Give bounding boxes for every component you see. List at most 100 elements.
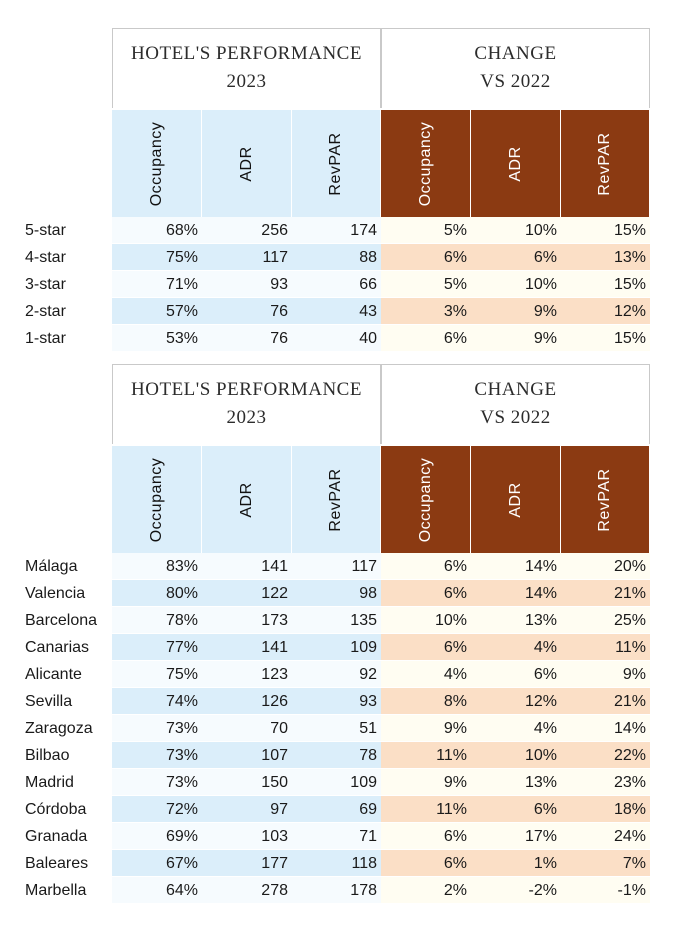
table-body: 5-star 68% 256 174 5% 10% 15% 4-star 75% 117 88 6% 6… [20,217,650,352]
cell-change-adr: 9% [471,298,561,325]
row-divider [112,243,650,244]
cell-revpar: 40 [292,325,381,352]
cell-adr: 126 [202,688,292,715]
performance-header: HOTEL'S PERFORMANCE 2023 [112,364,381,444]
cell-revpar: 66 [292,271,381,298]
col-label: ADR [237,145,255,182]
cell-revpar: 69 [292,796,381,823]
col-revpar: RevPAR [292,446,381,553]
cell-change-adr: -2% [471,877,561,904]
table-header: HOTEL'S PERFORMANCE 2023 CHANGE VS 2022 [20,28,650,110]
cell-change-revpar: 24% [561,823,650,850]
col-label: Occupancy [416,121,434,206]
cell-change-occupancy: 6% [381,244,471,271]
cell-change-occupancy: 4% [381,661,471,688]
row-label: Baleares [25,855,89,872]
row-divider [112,903,650,904]
table-row: 3-star 71% 93 66 5% 10% 15% [20,271,650,298]
row-label: Málaga [25,558,78,575]
performance-year: 2023 [226,407,267,428]
row-label: Sevilla [25,693,73,710]
row-label: Barcelona [25,612,98,629]
cell-change-occupancy: 6% [381,553,471,580]
cell-adr: 173 [202,607,292,634]
cell-change-adr: 12% [471,688,561,715]
cell-revpar: 118 [292,850,381,877]
row-label: Granada [25,828,88,845]
row-divider [112,687,650,688]
col-occupancy: Occupancy [112,110,202,217]
col-label: Occupancy [147,121,165,206]
table-row: Marbella 64% 278 178 2% -2% -1% [20,877,650,904]
cell-change-occupancy: 11% [381,796,471,823]
cell-occupancy: 53% [112,325,202,352]
row-label: Valencia [25,585,86,602]
cell-change-adr: 17% [471,823,561,850]
row-label: Córdoba [25,801,87,818]
column-headers: Occupancy ADR RevPAR Occupancy ADR RevPA… [20,446,650,553]
cell-change-adr: 6% [471,796,561,823]
col-label: ADR [506,145,524,182]
cell-occupancy: 72% [112,796,202,823]
cell-change-adr: 13% [471,769,561,796]
cell-change-revpar: 23% [561,769,650,796]
row-divider [112,579,650,580]
row-label: 5-star [25,222,66,239]
cell-adr: 93 [202,271,292,298]
cell-change-revpar: 21% [561,580,650,607]
table-row: Valencia 80% 122 98 6% 14% 21% [20,580,650,607]
cell-revpar: 78 [292,742,381,769]
column-headers: Occupancy ADR RevPAR Occupancy ADR RevPA… [20,110,650,217]
cell-adr: 103 [202,823,292,850]
row-label: Marbella [25,882,87,899]
cell-change-adr: 14% [471,580,561,607]
col-change-revpar: RevPAR [561,110,650,217]
row-label: Zaragoza [25,720,93,737]
row-label: 2-star [25,303,66,320]
cell-revpar: 71 [292,823,381,850]
table-row: Madrid 73% 150 109 9% 13% 23% [20,769,650,796]
cell-revpar: 109 [292,769,381,796]
col-revpar: RevPAR [292,110,381,217]
cell-occupancy: 73% [112,715,202,742]
table-row: Bilbao 73% 107 78 11% 10% 22% [20,742,650,769]
cell-change-occupancy: 6% [381,634,471,661]
col-adr: ADR [202,110,292,217]
col-label: RevPAR [596,467,613,532]
cell-change-adr: 6% [471,244,561,271]
cell-change-revpar: 11% [561,634,650,661]
cell-adr: 177 [202,850,292,877]
cell-change-occupancy: 10% [381,607,471,634]
table-row: Granada 69% 103 71 6% 17% 24% [20,823,650,850]
cell-change-occupancy: 6% [381,823,471,850]
col-change-occupancy: Occupancy [381,110,471,217]
cell-revpar: 135 [292,607,381,634]
cell-change-occupancy: 6% [381,580,471,607]
row-label: Canarias [25,639,90,656]
row-divider [112,351,650,352]
row-divider [112,849,650,850]
cell-change-occupancy: 6% [381,850,471,877]
cell-adr: 70 [202,715,292,742]
col-occupancy: Occupancy [112,446,202,553]
cell-revpar: 43 [292,298,381,325]
cell-adr: 141 [202,553,292,580]
cell-occupancy: 77% [112,634,202,661]
row-label: 3-star [25,276,66,293]
cell-change-revpar: 7% [561,850,650,877]
table-row: Baleares 67% 177 118 6% 1% 7% [20,850,650,877]
cell-occupancy: 64% [112,877,202,904]
change-subtitle: VS 2022 [480,407,551,428]
table-row: Sevilla 74% 126 93 8% 12% 21% [20,688,650,715]
cell-occupancy: 78% [112,607,202,634]
cell-occupancy: 75% [112,244,202,271]
cell-change-revpar: 9% [561,661,650,688]
cell-change-occupancy: 9% [381,769,471,796]
col-label: ADR [237,481,255,518]
table-row: Zaragoza 73% 70 51 9% 4% 14% [20,715,650,742]
table-row: Canarias 77% 141 109 6% 4% 11% [20,634,650,661]
cell-change-adr: 10% [471,742,561,769]
cell-change-adr: 4% [471,715,561,742]
performance-title: HOTEL'S PERFORMANCE [131,43,362,64]
cell-revpar: 109 [292,634,381,661]
